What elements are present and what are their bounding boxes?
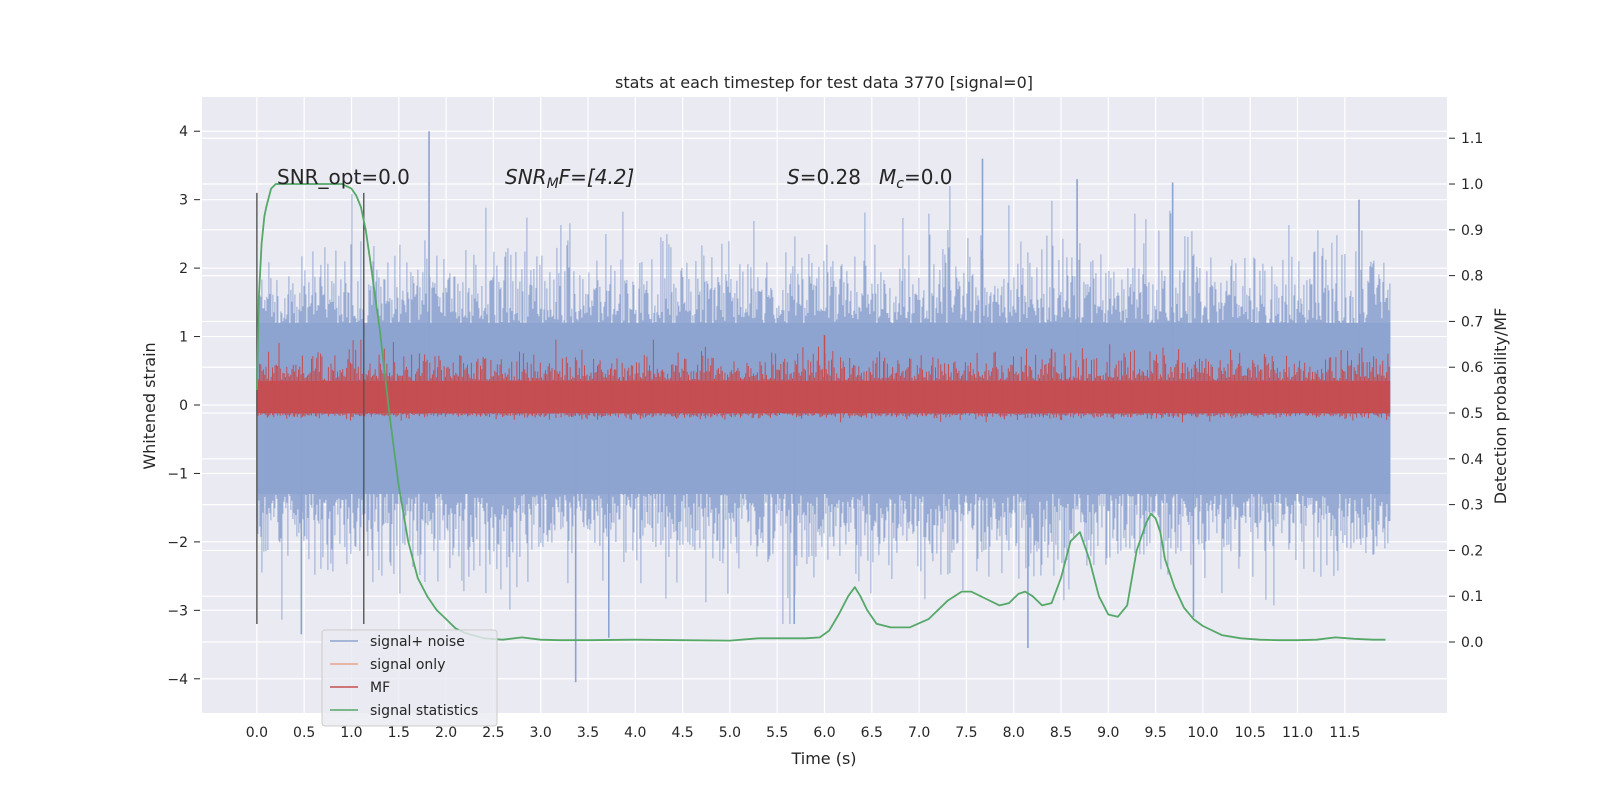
- x-tick-label: 0.0: [246, 725, 268, 741]
- x-tick-label: 7.5: [955, 725, 977, 741]
- y2-tick-label: 0.1: [1461, 589, 1483, 605]
- y2-tick-label: 0.4: [1461, 452, 1483, 468]
- series-signal-statistics: [256, 183, 1386, 642]
- x-tick-label: 9.5: [1144, 725, 1166, 741]
- x-tick-label: 10.5: [1235, 725, 1266, 741]
- y2-tick-label: 0.6: [1461, 360, 1483, 376]
- legend-label-signal-statistics: signal statistics: [370, 703, 478, 719]
- annotation-snr-opt: SNR_opt=0.0: [277, 165, 410, 189]
- signal-statistics-line: [256, 183, 1386, 642]
- x-tick-label: 4.0: [624, 725, 646, 741]
- legend: signal+ noise signal only MF signal stat…: [321, 629, 498, 727]
- legend-label-signal-noise: signal+ noise: [370, 634, 465, 650]
- y2-tick-label: 1.1: [1461, 131, 1483, 147]
- y2-tick-label: 0.2: [1461, 543, 1483, 559]
- y-tick-label: 4: [179, 124, 188, 140]
- x-tick-label: 3.5: [577, 725, 599, 741]
- y2-tick-label: 0.9: [1461, 223, 1483, 239]
- legend-box: [321, 629, 498, 727]
- annotation-s: S=0.28 Mc=0.0: [787, 165, 953, 192]
- y2-tick-label: 0.3: [1461, 498, 1483, 514]
- annotations: SNR_opt=0.0 SNRMF=[4.2] S=0.28 Mc=0.0: [277, 165, 953, 192]
- y2-axis-label: Detection probability/MF: [1491, 308, 1510, 505]
- axes: 0.0 0.5 1.0 1.5 2.0 2.5 3.0 3.5 4.0 4.5 5.0 5.5 6.0 6…: [167, 124, 1483, 741]
- x-tick-label: 5.5: [766, 725, 788, 741]
- x-tick-label: 8.0: [1003, 725, 1025, 741]
- y2-tick-label: 0.7: [1461, 314, 1483, 330]
- x-tick-label: 6.0: [813, 725, 835, 741]
- y-axis-label: Whitened strain: [140, 342, 159, 469]
- y-tick-label: −1: [167, 466, 188, 482]
- x-tick-label: 6.5: [861, 725, 883, 741]
- x-tick-label: 8.5: [1050, 725, 1072, 741]
- chart-title: stats at each timestep for test data 377…: [615, 73, 1033, 92]
- y-tick-label: 0: [179, 398, 188, 414]
- x-tick-label: 2.5: [482, 725, 504, 741]
- x-tick-label: 1.0: [340, 725, 362, 741]
- legend-label-mf: MF: [370, 680, 390, 696]
- y-tick-label: −4: [167, 672, 188, 688]
- x-tick-label: 7.0: [908, 725, 930, 741]
- x-tick-label: 4.5: [671, 725, 693, 741]
- x-tick-label: 1.5: [388, 725, 410, 741]
- y2-tick-label: 0.5: [1461, 406, 1483, 422]
- vertical-markers: [256, 192, 365, 625]
- x-tick-label: 9.0: [1097, 725, 1119, 741]
- x-tick-label: 5.0: [719, 725, 741, 741]
- x-tick-label: 0.5: [293, 725, 315, 741]
- y2-tick-label: 1.0: [1461, 177, 1483, 193]
- x-tick-label: 11.0: [1282, 725, 1313, 741]
- x-tick-label: 11.5: [1329, 725, 1360, 741]
- x-tick-label: 3.0: [530, 725, 552, 741]
- x-tick-label: 2.0: [435, 725, 457, 741]
- x-axis-label: Time (s): [790, 749, 856, 768]
- y-tick-label: −2: [167, 535, 188, 551]
- x-tick-label: 10.0: [1187, 725, 1218, 741]
- y-tick-label: 2: [179, 261, 188, 277]
- series-mf: [256, 335, 1391, 423]
- y-tick-label: −3: [167, 603, 188, 619]
- y2-tick-label: 0.8: [1461, 269, 1483, 285]
- y2-tick-label: 0.0: [1461, 635, 1483, 651]
- y-tick-label: 1: [179, 330, 188, 346]
- annotation-snr-mf: SNRMF=[4.2]: [505, 165, 634, 192]
- y-tick-label: 3: [179, 193, 188, 209]
- legend-label-signal-only: signal only: [370, 657, 445, 673]
